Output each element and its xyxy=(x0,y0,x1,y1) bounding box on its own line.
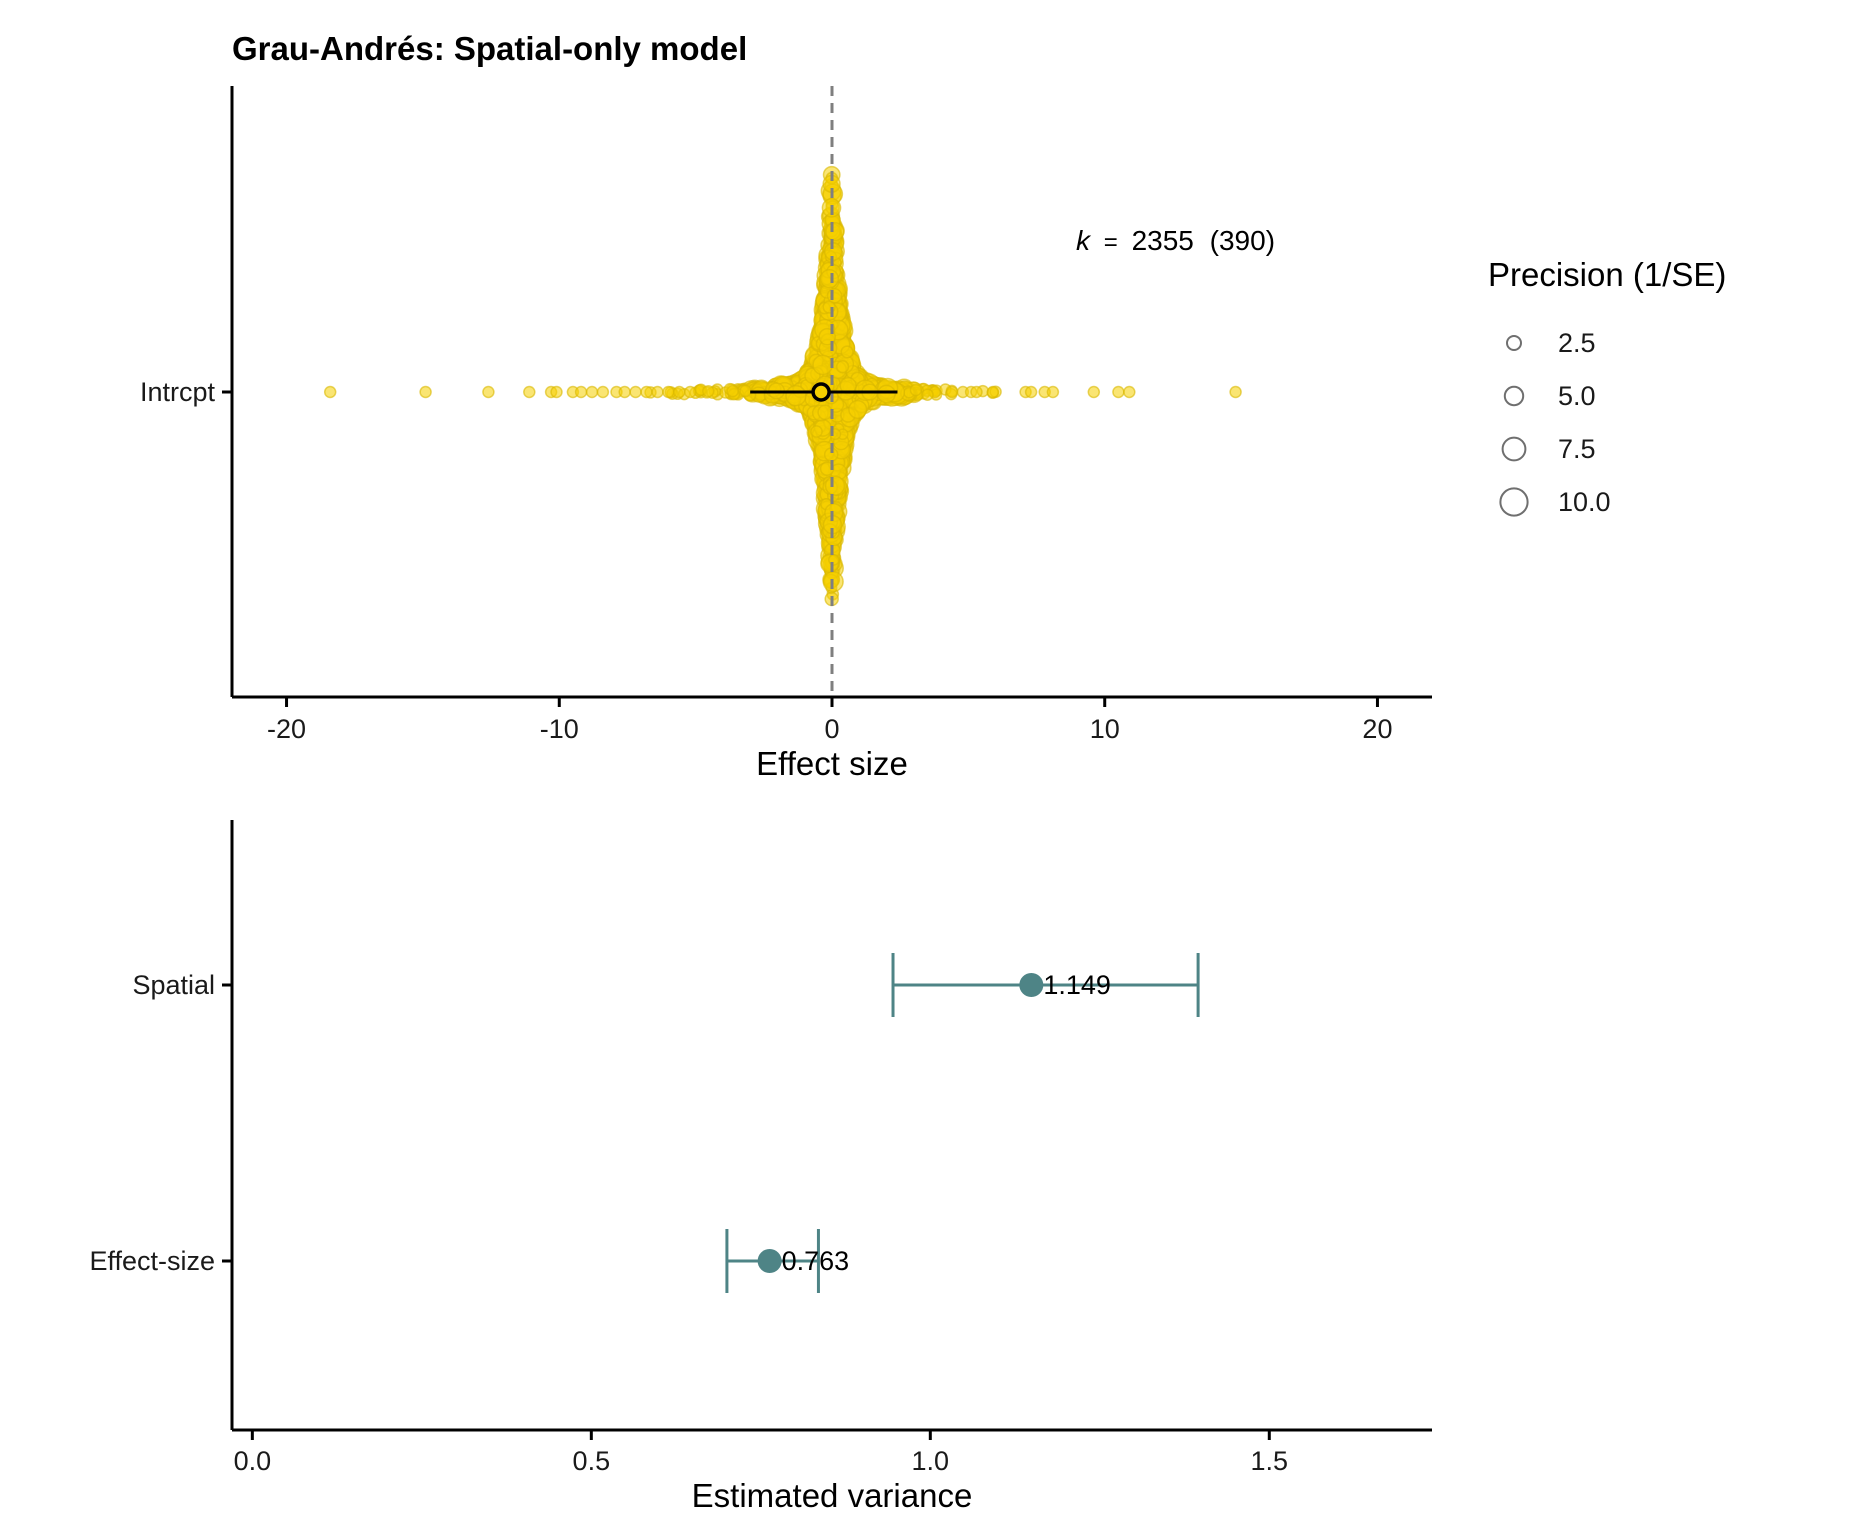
effect-size-point xyxy=(739,384,752,398)
legend-label: 2.5 xyxy=(1558,328,1596,358)
effect-size-point xyxy=(673,385,686,399)
bottom-x-tick-label: 1.5 xyxy=(1251,1446,1289,1476)
bottom-x-tick-label: 0.5 xyxy=(573,1446,611,1476)
effect-size-point xyxy=(810,425,823,438)
effect-size-point xyxy=(909,383,923,397)
variance-point xyxy=(757,1249,782,1273)
effect-size-point xyxy=(970,385,983,399)
effect-size-point xyxy=(921,388,934,401)
effect-size-point xyxy=(840,345,854,359)
legend-size-key xyxy=(1506,335,1522,351)
effect-size-point xyxy=(824,475,846,496)
top-x-tick-label: -20 xyxy=(267,714,306,744)
effect-size-point xyxy=(1112,385,1125,399)
effect-size-point xyxy=(819,269,840,289)
legend-label: 10.0 xyxy=(1558,487,1611,517)
legend-size-key xyxy=(1503,385,1525,407)
variance-marks: 1.149 0.763 xyxy=(725,953,1200,1293)
effect-size-point xyxy=(585,385,599,399)
effect-size-point xyxy=(1046,385,1060,399)
orchard-panel: -20 -10 0 10 20 Intrcpt Effect size k = 2355… xyxy=(140,86,1432,782)
effect-size-point xyxy=(812,354,834,376)
effect-size-point xyxy=(848,399,868,419)
effect-size-point xyxy=(651,385,664,399)
effect-size-point xyxy=(550,385,563,399)
k-count: 2355 xyxy=(1132,225,1194,256)
bottom-x-tick-label: 1.0 xyxy=(912,1446,950,1476)
effect-size-point xyxy=(945,385,959,399)
effect-size-point xyxy=(877,384,896,404)
variance-value-label: 0.763 xyxy=(782,1246,850,1276)
effect-size-point xyxy=(523,385,536,399)
effect-size-point xyxy=(574,385,588,399)
bottom-y-tick-label: Spatial xyxy=(132,970,215,1000)
top-x-tick-label: 0 xyxy=(824,714,839,744)
k-symbol: k xyxy=(1076,225,1092,256)
top-x-tick-label: 20 xyxy=(1362,714,1392,744)
legend-label: 5.0 xyxy=(1558,381,1596,411)
effect-size-point xyxy=(819,461,835,476)
effect-size-point xyxy=(986,385,1000,399)
top-x-axis-title: Effect size xyxy=(756,745,908,782)
plot-title: Grau-Andrés: Spatial-only model xyxy=(232,30,747,67)
effect-size-point xyxy=(618,385,631,399)
legend-title: Precision (1/SE) xyxy=(1488,256,1726,293)
top-x-ticks: -20 -10 0 10 20 xyxy=(267,697,1392,744)
effect-size-point xyxy=(1087,385,1101,399)
effect-size-point xyxy=(1123,385,1136,399)
effect-size-point xyxy=(640,385,653,399)
effect-size-point xyxy=(596,385,610,399)
bottom-x-ticks: 0.0 0.5 1.0 1.5 xyxy=(234,1430,1288,1476)
precision-legend: Precision (1/SE) 2.5 5.0 7.5 10.0 xyxy=(1488,256,1726,517)
effect-size-points xyxy=(323,165,1242,607)
effect-size-point xyxy=(683,385,697,399)
overall-estimate-point xyxy=(811,382,831,402)
effect-size-point xyxy=(828,554,840,566)
effect-size-point xyxy=(323,385,337,399)
bottom-y-tick-label: Effect-size xyxy=(89,1246,215,1276)
legend-size-key xyxy=(1499,487,1529,517)
k-groups: (390) xyxy=(1210,225,1275,256)
effect-size-point xyxy=(1024,385,1038,399)
effect-size-point xyxy=(817,404,833,421)
bottom-y-ticks: Spatial Effect-size xyxy=(89,970,232,1276)
effect-size-point xyxy=(726,384,739,398)
effect-size-point xyxy=(662,385,675,399)
effect-size-point xyxy=(419,385,432,399)
top-x-tick-label: -10 xyxy=(540,714,579,744)
bottom-x-tick-label: 0.0 xyxy=(234,1446,272,1476)
legend-size-key xyxy=(1501,436,1527,462)
legend-label: 7.5 xyxy=(1558,434,1596,464)
effect-size-point xyxy=(702,385,715,398)
effect-size-point xyxy=(826,287,843,304)
bottom-x-axis-title: Estimated variance xyxy=(692,1477,973,1514)
top-y-tick-label: Intrcpt xyxy=(140,377,216,407)
effect-size-point xyxy=(785,385,807,407)
variance-point xyxy=(1019,973,1044,997)
legend-entries: 2.5 5.0 7.5 10.0 xyxy=(1499,328,1611,517)
k-equals: = xyxy=(1104,229,1118,256)
variance-value-label: 1.149 xyxy=(1043,970,1111,1000)
effect-size-point xyxy=(1229,385,1242,399)
effect-size-point xyxy=(835,359,850,374)
effect-size-point xyxy=(629,385,642,399)
effect-size-point xyxy=(482,385,495,399)
top-x-tick-label: 10 xyxy=(1090,714,1120,744)
variance-panel: 1.149 0.763 0.0 0.5 1.0 1.5 Spatial Effect-si… xyxy=(89,820,1432,1514)
k-annotation: k = 2355 (390) xyxy=(1076,225,1275,256)
effect-size-point xyxy=(825,221,845,242)
